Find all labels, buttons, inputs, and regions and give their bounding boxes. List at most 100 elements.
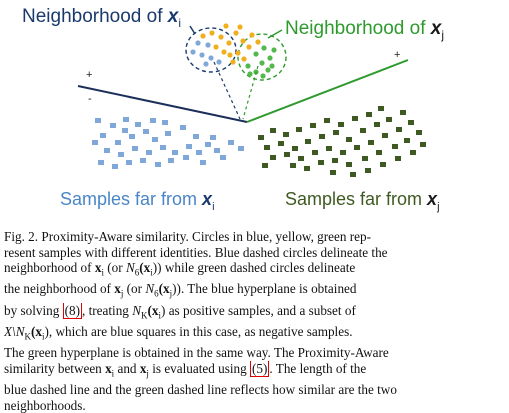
sample-square [386,117,392,122]
sample-circle [235,50,241,56]
caption-line: similarity between xi and xj is evaluate… [4,360,367,379]
sample-square [110,123,116,128]
sample-square [305,139,311,144]
figure: Neighborhood of xi Neighborhood of xj + … [22,6,444,213]
sample-square [160,145,166,150]
sample-square [143,129,149,134]
sample-square [172,150,178,155]
sample-square [374,122,380,127]
sample-square [408,120,414,125]
sample-square [135,122,141,127]
sample-square [258,135,264,140]
sample-square [112,164,118,169]
caption-line: neighborhoods. [4,397,86,413]
caption-line: X\NK(xi), which are blue squares in this… [4,323,353,342]
sample-square [129,134,135,139]
sample-square [118,152,124,157]
sample-circle [226,40,232,46]
sample-square [395,156,401,161]
sample-square [186,144,192,149]
neighborhood-i-circle [185,27,237,73]
sample-square [340,150,346,155]
sample-square [284,152,290,157]
sample-square [123,117,129,122]
sample-square [312,150,318,155]
sample-square [420,142,426,147]
sample-circle [221,49,227,55]
caption-line: by solving (8), treating NK(xi) as posit… [4,302,356,321]
sample-square [304,166,310,171]
sample-square [368,140,374,145]
sample-circle [227,52,233,58]
blue-dashed-line [213,61,241,120]
sample-square [338,122,344,127]
sample-circle [241,56,247,62]
sample-circle [240,38,246,44]
sample-square [333,130,339,135]
sample-square [376,150,382,155]
sample-square [155,162,161,167]
sample-square [165,131,171,136]
caption-line: the neighborhood of xj (or N6(xj)). The … [4,281,357,300]
neighborhood-j-circle [237,33,287,81]
sample-circle [208,55,214,61]
sample-square [346,162,352,167]
plus-right: + [394,49,400,61]
sample-square [346,137,352,142]
sample-square [326,146,332,151]
sample-square [168,158,174,163]
sample-squares [92,106,426,177]
sample-circle [199,52,205,58]
sample-circle [209,30,215,36]
sample-circle [271,47,277,53]
sample-square [292,146,298,151]
sample-circle [246,44,252,50]
sample-square [205,142,211,147]
sample-square [92,140,98,145]
sample-square [140,158,146,163]
sample-circles [190,23,277,79]
green-hyperplane [246,59,409,123]
sample-square [298,156,304,161]
sample-square [318,160,324,165]
sample-square [150,118,156,123]
sample-square [228,140,234,145]
sample-square [400,110,406,115]
sample-square [319,134,325,139]
sample-square [115,140,121,145]
sample-square [122,128,128,133]
label-far-j: Samples far from xj [285,189,440,213]
blue-hyperplane [77,85,248,123]
label-neighborhood-j: Neighborhood of xj [285,18,444,42]
sample-square [382,133,388,138]
sample-square [352,116,358,121]
sample-square [410,150,416,155]
sample-circle [213,44,219,50]
sample-circle [269,63,275,69]
sample-square [362,156,368,161]
sample-circle [223,23,229,29]
sample-square [350,172,356,177]
sample-square [354,145,360,150]
caption-line: The green hyperplane is obtained in the … [4,345,389,361]
sample-circle [233,30,239,36]
plus-left: + [86,69,92,81]
caption-line: Fig. 2. Proximity-Aware similarity. Circ… [4,229,371,244]
sample-circle [253,51,259,57]
sample-square [392,144,398,149]
sample-square [365,168,371,173]
sample-circle [247,71,253,77]
sample-square [238,146,244,151]
sample-square [404,138,410,143]
sample-square [95,118,101,123]
sample-circle [218,34,224,40]
sample-square [270,155,276,160]
sample-square [183,155,189,160]
sample-square [380,162,386,167]
sample-square [270,128,276,133]
sample-square [104,148,110,153]
sample-square [324,118,330,123]
sample-square [378,106,384,111]
sample-circle [261,45,267,51]
sample-square [262,163,268,168]
